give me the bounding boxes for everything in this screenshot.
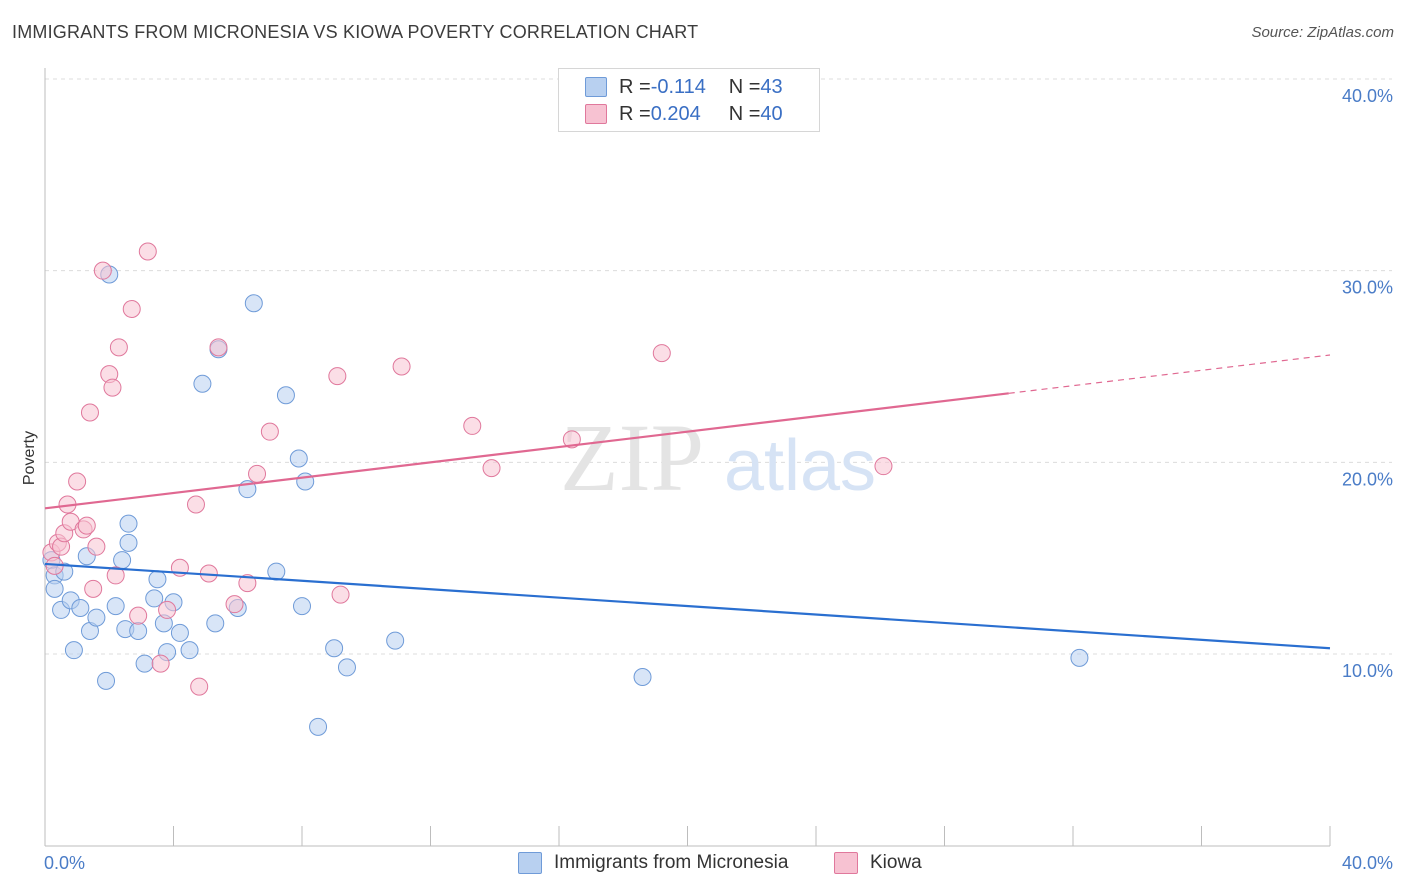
data-point-micronesia	[145, 589, 164, 608]
data-point-kiowa	[463, 416, 482, 435]
data-point-micronesia	[106, 597, 125, 616]
data-point-kiowa	[190, 677, 209, 696]
y-tick-label: 40.0%	[1342, 86, 1393, 106]
legend-n-value: 40	[760, 102, 783, 125]
data-point-micronesia	[325, 639, 344, 658]
series-legend-micronesia: Immigrants from Micronesia	[518, 852, 788, 874]
trend-line-kiowa	[44, 392, 1009, 510]
data-point-kiowa	[209, 338, 228, 357]
data-point-kiowa	[106, 566, 125, 585]
data-point-kiowa	[158, 600, 177, 619]
x-tick-label: 40.0%	[1342, 853, 1393, 873]
data-point-kiowa	[138, 242, 157, 261]
legend-n-label: N =	[728, 75, 761, 98]
data-point-micronesia	[170, 623, 189, 642]
series-legend: Immigrants from Micronesia Kiowa	[0, 852, 1406, 878]
tick-labels: 10.0% 20.0% 30.0% 40.0% 0.0% 40.0%	[44, 86, 1393, 873]
y-tick-label: 30.0%	[1342, 278, 1393, 298]
data-point-kiowa	[129, 606, 148, 625]
watermark-atlas: atlas	[724, 426, 876, 506]
data-point-kiowa	[652, 344, 671, 363]
y-tick-label: 20.0%	[1342, 469, 1393, 489]
data-point-micronesia	[244, 294, 263, 313]
data-point-micronesia	[129, 622, 148, 640]
data-point-kiowa	[68, 472, 87, 491]
data-point-kiowa	[103, 378, 122, 397]
data-point-micronesia	[45, 579, 64, 598]
data-point-kiowa	[80, 403, 99, 422]
series-swatch-kiowa	[834, 852, 858, 874]
data-point-micronesia	[276, 386, 295, 405]
data-point-micronesia	[135, 654, 154, 673]
data-point-micronesia	[119, 533, 138, 552]
data-point-kiowa	[331, 585, 350, 604]
data-point-micronesia	[206, 614, 225, 633]
data-point-micronesia	[633, 668, 652, 686]
data-point-micronesia	[309, 717, 328, 736]
y-axis-label: Poverty	[21, 431, 38, 485]
data-point-micronesia	[193, 374, 212, 393]
data-point-micronesia	[1070, 648, 1089, 667]
trend-line-micronesia	[44, 562, 1331, 650]
data-point-kiowa	[562, 430, 581, 449]
data-point-kiowa	[84, 579, 103, 598]
data-point-micronesia	[64, 641, 83, 660]
data-points	[42, 242, 1089, 736]
data-point-micronesia	[71, 599, 90, 617]
data-point-kiowa	[87, 537, 106, 556]
data-point-micronesia	[289, 449, 308, 468]
data-point-micronesia	[267, 562, 286, 581]
trend-lines	[44, 354, 1331, 650]
data-point-kiowa	[392, 357, 411, 376]
correlation-legend: R = -0.114 N = 43 R = 0.204 N = 40	[558, 68, 820, 132]
data-point-kiowa	[874, 457, 893, 476]
legend-r-label: R =	[619, 75, 651, 98]
data-point-kiowa	[482, 459, 501, 478]
x-tick-label: 0.0%	[44, 853, 85, 873]
data-point-micronesia	[337, 658, 356, 677]
data-point-kiowa	[238, 574, 257, 593]
legend-r-value: 0.204	[650, 102, 701, 125]
data-point-kiowa	[151, 654, 170, 673]
legend-row-kiowa: R = 0.204 N = 40	[585, 102, 783, 126]
data-point-kiowa	[93, 261, 112, 280]
data-point-kiowa	[122, 300, 141, 318]
watermark: ZIP atlas	[560, 404, 876, 511]
legend-r-label: R =	[619, 102, 651, 125]
data-point-kiowa	[77, 516, 96, 535]
legend-r-value: -0.114	[650, 75, 706, 98]
gridlines	[45, 78, 1392, 655]
source-label: Source: ZipAtlas.com	[1251, 24, 1394, 41]
legend-row-micronesia: R = -0.114 N = 43	[585, 75, 783, 99]
chart-title: IMMIGRANTS FROM MICRONESIA VS KIOWA POVE…	[12, 22, 699, 42]
data-point-micronesia	[87, 608, 106, 627]
data-point-micronesia	[97, 671, 116, 690]
data-point-kiowa	[109, 338, 128, 357]
legend-swatch-micronesia	[585, 77, 607, 97]
data-point-micronesia	[293, 597, 311, 616]
data-point-micronesia	[386, 631, 405, 650]
watermark-zip: ZIP	[560, 404, 704, 511]
legend-n-label: N =	[728, 102, 761, 125]
data-point-kiowa	[225, 595, 244, 614]
series-legend-kiowa: Kiowa	[834, 852, 922, 874]
data-point-kiowa	[260, 422, 279, 441]
trend-line-kiowa-extension	[1008, 354, 1331, 394]
data-point-micronesia	[180, 641, 199, 660]
data-point-micronesia	[113, 551, 132, 570]
series-label-kiowa: Kiowa	[870, 852, 922, 873]
y-tick-label: 10.0%	[1342, 661, 1393, 681]
series-label-micronesia: Immigrants from Micronesia	[554, 852, 789, 873]
data-point-kiowa	[248, 464, 267, 483]
data-point-kiowa	[328, 367, 347, 386]
legend-n-value: 43	[760, 75, 783, 98]
data-point-micronesia	[148, 570, 167, 589]
axes	[44, 68, 1331, 847]
data-point-kiowa	[186, 495, 205, 514]
legend-swatch-kiowa	[585, 104, 607, 124]
data-point-micronesia	[119, 514, 138, 533]
series-swatch-micronesia	[518, 852, 542, 874]
